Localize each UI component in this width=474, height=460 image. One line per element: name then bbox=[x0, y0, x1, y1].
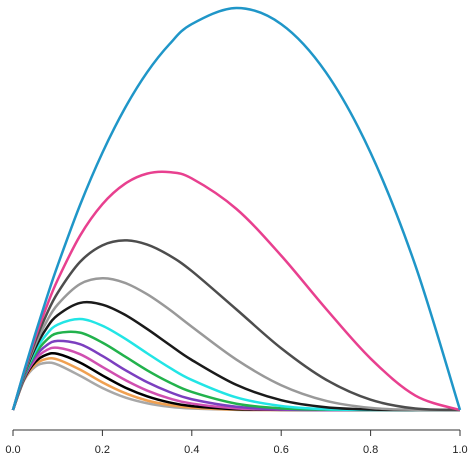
x-tick-label: 0.8 bbox=[363, 444, 378, 456]
curve bbox=[11, 6, 462, 411]
x-tick-label: 1.0 bbox=[452, 444, 467, 456]
x-tick-label: 0.6 bbox=[274, 444, 289, 456]
curve bbox=[11, 300, 461, 412]
curve bbox=[11, 277, 461, 412]
curve bbox=[11, 317, 461, 412]
x-tick-label: 0.4 bbox=[184, 444, 199, 456]
curve bbox=[11, 170, 461, 412]
x-tick-label: 0.0 bbox=[5, 444, 20, 456]
curve bbox=[11, 351, 460, 412]
x-tick-label: 0.2 bbox=[95, 444, 110, 456]
curve bbox=[11, 239, 461, 412]
